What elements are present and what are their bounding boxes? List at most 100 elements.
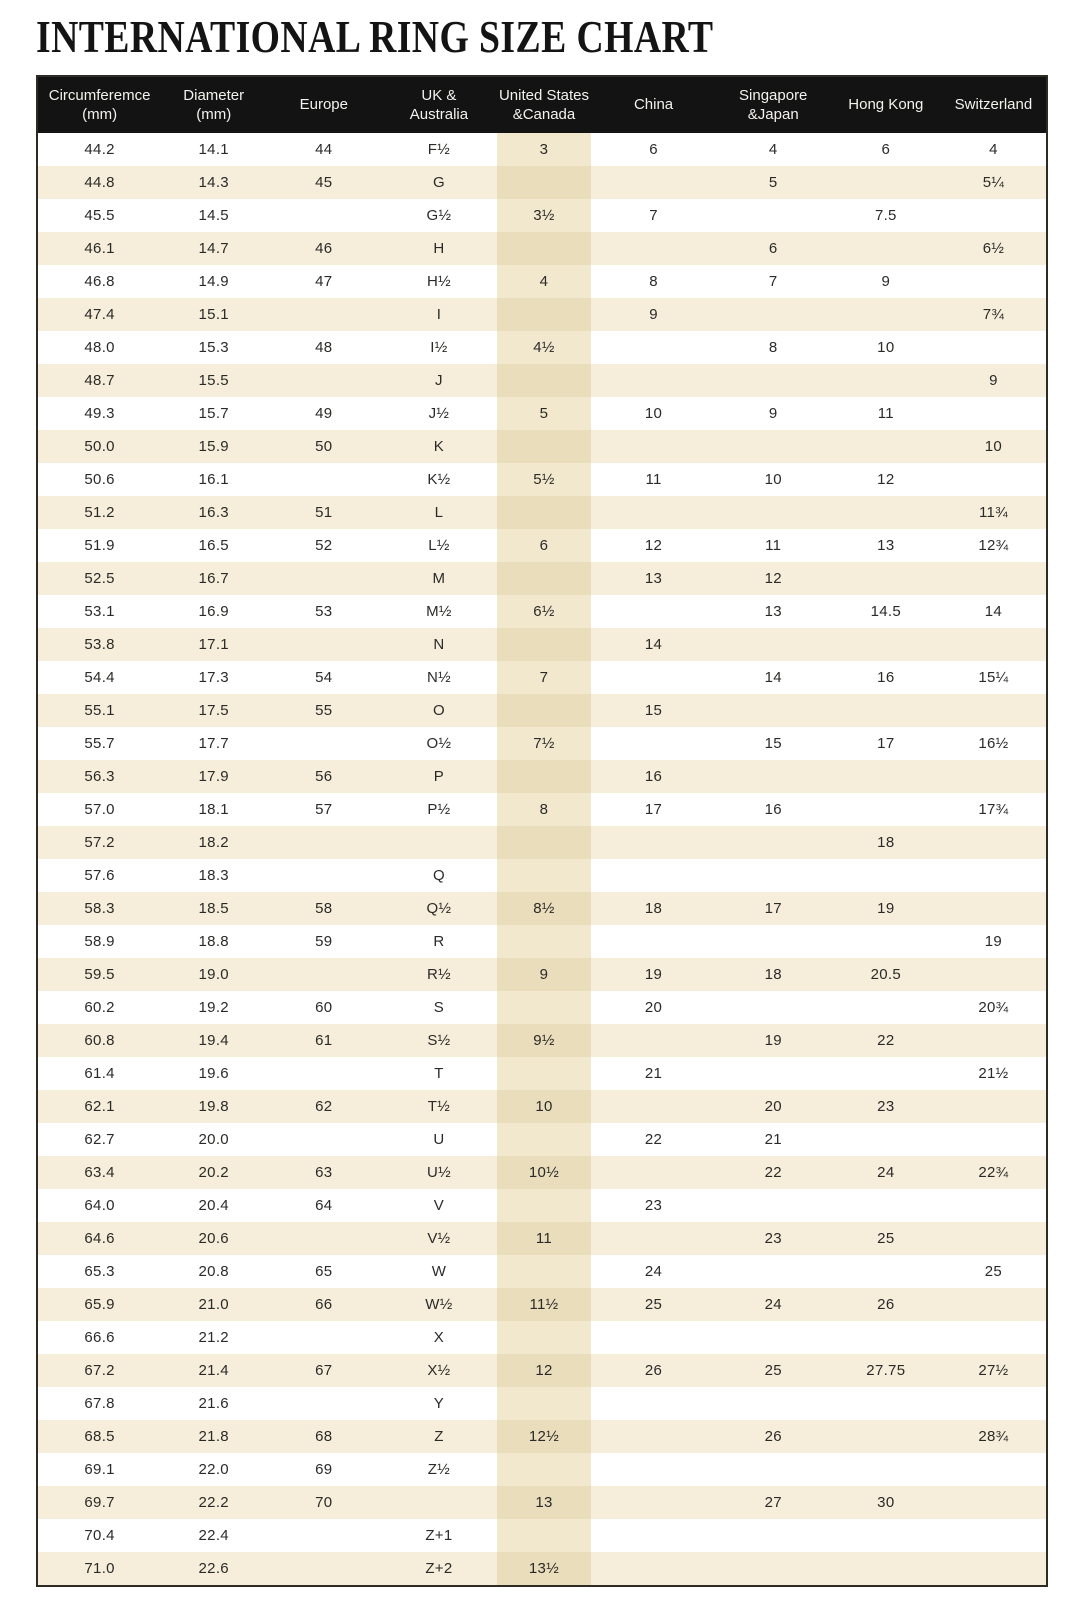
table-cell-china: [591, 1222, 715, 1255]
table-cell-singapore-japan: [716, 859, 831, 892]
table-cell-switzerland: [941, 1552, 1047, 1586]
table-cell-singapore-japan: 24: [764, 1296, 782, 1313]
table-cell-us-canada: 13: [496, 1486, 592, 1519]
table-cell-singapore-japan: 11: [765, 537, 782, 554]
table-cell-china: [591, 826, 715, 859]
table-cell-hong-kong: 16: [877, 669, 895, 686]
table-cell-china: [591, 1321, 715, 1354]
table-cell-singapore-japan: [716, 1189, 831, 1222]
table-row: 67.8 21.6 Y: [37, 1387, 1047, 1420]
page-title: INTERNATIONAL RING SIZE CHART: [36, 11, 714, 62]
table-cell-us-canada: [496, 1321, 592, 1354]
table-cell-europe: 53: [315, 603, 333, 620]
table-cell-circumference: 65.3: [84, 1263, 115, 1280]
table-cell-circumference: 57.6: [84, 867, 115, 884]
table-cell-europe: 64: [315, 1197, 333, 1214]
table-cell-diameter: 16.1: [198, 471, 229, 488]
table-cell-us-canada: [496, 859, 592, 892]
table-cell-us-canada: [496, 826, 592, 859]
table-cell-europe: 63: [315, 1164, 333, 1181]
table-cell-us-canada: [496, 496, 592, 529]
table-cell-china: [591, 1156, 715, 1189]
table-cell-switzerland: [941, 1189, 1047, 1222]
table-cell-switzerland: [941, 1288, 1047, 1321]
table-cell-switzerland: 12¾: [978, 537, 1009, 554]
table-cell-uk-australia: O: [432, 702, 445, 719]
table-cell-us-canada: 8: [496, 793, 592, 826]
table-cell-switzerland: [941, 694, 1047, 727]
table-cell-diameter: 17.5: [198, 702, 229, 719]
table-cell-us-canada: [496, 298, 592, 331]
table-cell-circumference: 64.0: [84, 1197, 115, 1214]
table-cell-hong-kong: [831, 430, 941, 463]
table-cell-china: 11: [645, 471, 662, 488]
table-cell-diameter: 14.7: [198, 240, 229, 257]
table-cell-switzerland: [941, 199, 1047, 232]
table-cell-hong-kong: [831, 1057, 941, 1090]
column-header-hong-kong: Hong Kong: [830, 76, 941, 133]
table-cell-diameter: 18.3: [198, 867, 229, 884]
table-row: 69.7 22.2 70 13 27 30: [37, 1486, 1047, 1519]
table-row: 54.4 17.3 54 N½ 7 14 16 15¼: [37, 661, 1047, 694]
table-cell-circumference: 69.1: [84, 1461, 115, 1478]
table-cell-europe: 69: [315, 1461, 333, 1478]
table-cell-singapore-japan: [716, 364, 831, 397]
table-cell-singapore-japan: 15: [764, 735, 782, 752]
table-cell-circumference: 46.8: [84, 273, 115, 290]
table-cell-singapore-japan: [716, 1255, 831, 1288]
table-cell-uk-australia: [381, 826, 496, 859]
table-cell-hong-kong: [831, 1552, 941, 1586]
table-cell-us-canada: 10½: [496, 1156, 592, 1189]
table-cell-circumference: 53.1: [84, 603, 115, 620]
table-cell-europe: [266, 628, 381, 661]
table-cell-china: [591, 430, 715, 463]
table-row: 66.6 21.2 X: [37, 1321, 1047, 1354]
table-cell-diameter: 22.4: [198, 1527, 229, 1544]
table-cell-circumference: 58.3: [84, 900, 115, 917]
table-cell-hong-kong: [831, 1387, 941, 1420]
table-cell-diameter: 15.9: [198, 438, 229, 455]
table-cell-us-canada: 5: [496, 397, 592, 430]
table-cell-china: 6: [649, 141, 658, 158]
table-cell-europe: [266, 826, 381, 859]
column-header-diameter: Diameter (mm): [161, 76, 267, 133]
table-row: 65.3 20.8 65 W 24 25: [37, 1255, 1047, 1288]
table-cell-hong-kong: 23: [877, 1098, 895, 1115]
table-row: 51.2 16.3 51 L 11¾: [37, 496, 1047, 529]
table-cell-europe: 55: [315, 702, 333, 719]
table-row: 53.1 16.9 53 M½ 6½ 13 14.5 14: [37, 595, 1047, 628]
table-cell-europe: 68: [315, 1428, 333, 1445]
table-cell-china: 24: [644, 1263, 663, 1280]
table-cell-switzerland: [941, 463, 1047, 496]
table-cell-china: 22: [644, 1131, 663, 1148]
table-body: 44.2 14.1 44 F½ 3 6 4 6 4 44.8 14.3 45 G 5 5¼ 45.5 14.5 G…: [37, 133, 1047, 1586]
table-cell-uk-australia: X½: [427, 1362, 451, 1379]
table-cell-switzerland: [941, 265, 1047, 298]
table-cell-diameter: 22.6: [198, 1560, 229, 1577]
table-cell-hong-kong: [831, 694, 941, 727]
table-cell-us-canada: [496, 562, 592, 595]
table-cell-china: 10: [644, 405, 663, 422]
table-cell-us-canada: [496, 1519, 592, 1552]
table-cell-europe: 52: [315, 537, 333, 554]
table-cell-diameter: 19.6: [198, 1065, 229, 1082]
table-cell-diameter: 15.5: [198, 372, 229, 389]
table-cell-hong-kong: 9: [881, 273, 891, 290]
table-cell-uk-australia: L½: [428, 537, 450, 554]
table-cell-diameter: 16.5: [198, 537, 229, 554]
table-cell-europe: [266, 298, 381, 331]
table-cell-switzerland: [941, 628, 1047, 661]
table-cell-singapore-japan: [716, 1453, 831, 1486]
table-cell-switzerland: [941, 1321, 1047, 1354]
table-cell-switzerland: 16½: [978, 735, 1009, 752]
table-cell-uk-australia: U: [433, 1131, 445, 1148]
table-cell-uk-australia: W½: [425, 1296, 453, 1313]
table-cell-europe: [266, 727, 381, 760]
table-cell-uk-australia: U½: [426, 1164, 451, 1181]
table-row: 58.3 18.5 58 Q½ 8½ 18 17 19: [37, 892, 1047, 925]
table-cell-europe: [266, 1123, 381, 1156]
table-cell-china: [591, 595, 715, 628]
table-cell-uk-australia: R: [433, 933, 445, 950]
table-cell-china: [591, 1552, 715, 1586]
table-cell-europe: [266, 1222, 381, 1255]
